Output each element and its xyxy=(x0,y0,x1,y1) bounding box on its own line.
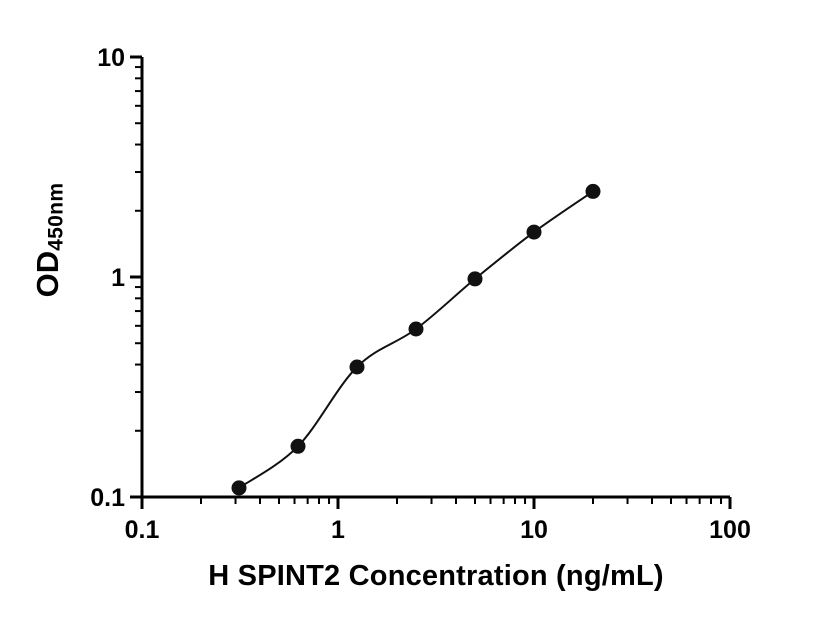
y-tick-label: 10 xyxy=(97,44,125,72)
x-tick-label: 1 xyxy=(331,516,345,544)
x-tick-label: 0.1 xyxy=(125,516,160,544)
data-points xyxy=(231,183,601,496)
y-tick-label: 1 xyxy=(111,264,125,292)
data-point xyxy=(231,480,247,496)
x-tick-label: 10 xyxy=(520,516,548,544)
axes xyxy=(140,57,730,499)
data-point xyxy=(467,271,483,287)
x-tick-label: 100 xyxy=(709,516,751,544)
y-tick-label: 0.1 xyxy=(90,484,125,512)
data-point xyxy=(526,224,542,240)
y-axis-title: OD450nm xyxy=(30,90,68,390)
x-axis-title: H SPINT2 Concentration (ng/mL) xyxy=(208,560,664,592)
data-point xyxy=(349,359,365,375)
tick-labels: 0.1 1 10 100 0.1 1 10 xyxy=(90,44,751,544)
data-point xyxy=(408,321,424,337)
tick-marks xyxy=(130,55,732,509)
y-axis-title-subscript: 450nm xyxy=(44,182,68,251)
y-axis-title-main: OD xyxy=(30,250,65,298)
data-point xyxy=(290,438,306,454)
data-point xyxy=(585,183,601,199)
